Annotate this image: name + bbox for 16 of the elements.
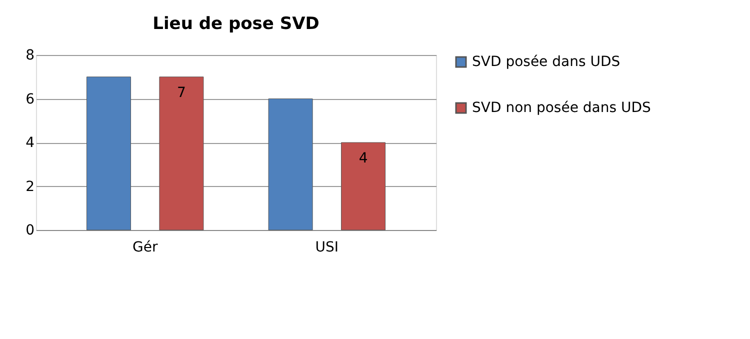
data-label: 4 [358,150,368,166]
y-tick-label: 0 [26,222,34,238]
bar [268,98,313,230]
y-tick-label: 4 [26,135,35,151]
y-tick-label: 2 [26,178,34,195]
legend-label: SVD non posée dans UDS [472,100,651,116]
data-label: 7 [176,84,186,101]
x-tick-label: USI [315,240,339,256]
legend-label: SVD posée dans UDS [472,54,620,70]
x-tick-label: Gér [132,240,158,256]
bar [159,76,204,230]
bar [86,76,131,230]
y-tick-label: 8 [26,48,34,64]
y-tick-label: 6 [26,91,35,108]
chart-title: Lieu de pose SVD [152,14,320,34]
bar [341,142,386,230]
